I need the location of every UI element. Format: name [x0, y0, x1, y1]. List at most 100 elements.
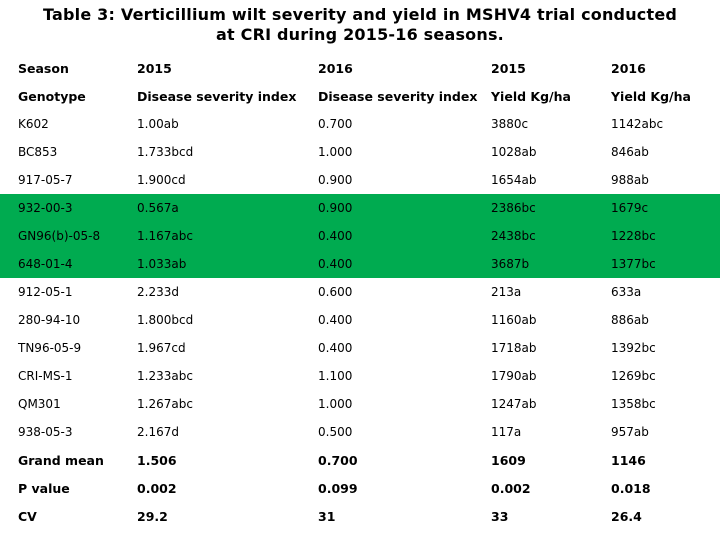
dsi-2016-cell: Disease severity index	[318, 88, 478, 104]
yield-2016-cell: 988ab	[611, 173, 649, 187]
table-row: 912-05-1 2.233d 0.600 213a 633a	[0, 278, 720, 306]
genotype-cell: 648-01-4	[0, 250, 137, 278]
yield-2015-cell: 2015	[491, 60, 526, 76]
yield-2016-cell: 1377bc	[611, 250, 720, 278]
dsi-2015-cell: 29.2	[137, 508, 168, 524]
dsi-2016-cell: 0.900	[318, 173, 353, 187]
dsi-2016-cell: 1.000	[318, 397, 353, 411]
yield-2016-cell: 957ab	[611, 425, 649, 439]
dsi-2015-cell: 0.002	[137, 480, 177, 496]
yield-2016-cell: 0.018	[611, 480, 651, 496]
dsi-2016-cell: 1.000	[318, 145, 353, 159]
dsi-2015-cell: 0.567a	[137, 194, 318, 222]
genotype-cell: CV	[18, 508, 37, 524]
dsi-2016-cell: 0.400	[318, 313, 353, 327]
yield-2015-cell: 1160ab	[491, 313, 537, 327]
dsi-2016-cell: 0.700	[318, 452, 358, 468]
dsi-2016-cell: 0.500	[318, 425, 353, 439]
dsi-2016-cell: 1.100	[318, 369, 353, 383]
genotype-cell: K602	[18, 117, 49, 131]
table-row-highlighted: 932-00-3 0.567a 0.900 2386bc 1679c	[0, 194, 720, 222]
genotype-cell: 917-05-7	[18, 173, 73, 187]
yield-2016-cell: 846ab	[611, 145, 649, 159]
dsi-2015-cell: 1.733bcd	[137, 145, 194, 159]
season-header-row: Season 2015 2016 2015 2016	[0, 54, 720, 82]
dsi-2015-cell: 1.167abc	[137, 222, 318, 250]
yield-2016-cell: 1146	[611, 452, 646, 468]
yield-2015-cell: 1028ab	[491, 145, 537, 159]
dsi-2015-cell: 1.800bcd	[137, 313, 194, 327]
genotype-cell: 912-05-1	[18, 285, 73, 299]
yield-2015-cell: 1609	[491, 452, 526, 468]
dsi-2015-cell: 2015	[137, 60, 172, 76]
table-row: 280-94-10 1.800bcd 0.400 1160ab 886ab	[0, 306, 720, 334]
yield-2016-cell: 1358bc	[611, 397, 656, 411]
table-row: 938-05-3 2.167d 0.500 117a 957ab	[0, 418, 720, 446]
yield-2016-cell: 1269bc	[611, 369, 656, 383]
table-row: K602 1.00ab 0.700 3880c 1142abc	[0, 110, 720, 138]
yield-2015-cell: 117a	[491, 425, 522, 439]
yield-2016-cell: Yield Kg/ha	[611, 88, 691, 104]
dsi-2016-cell: 0.400	[318, 222, 491, 250]
dsi-2015-cell: 2.233d	[137, 285, 179, 299]
yield-2016-cell: 886ab	[611, 313, 649, 327]
genotype-cell: CRI-MS-1	[18, 369, 73, 383]
yield-2015-cell: 1790ab	[491, 369, 537, 383]
genotype-cell: Grand mean	[18, 452, 104, 468]
yield-2015-cell: 1247ab	[491, 397, 537, 411]
table-row: 917-05-7 1.900cd 0.900 1654ab 988ab	[0, 166, 720, 194]
dsi-2016-cell: 31	[318, 508, 336, 524]
table-title: Table 3: Verticillium wilt severity and …	[0, 0, 720, 45]
genotype-cell: Season	[18, 60, 69, 76]
summary-row: P value 0.002 0.099 0.002 0.018	[0, 474, 720, 502]
dsi-2015-cell: 1.00ab	[137, 117, 179, 131]
table-row-highlighted: GN96(b)-05-8 1.167abc 0.400 2438bc 1228bc	[0, 222, 720, 250]
dsi-2016-cell: 0.700	[318, 117, 353, 131]
genotype-cell: P value	[18, 480, 70, 496]
table-title-line1: Table 3: Verticillium wilt severity and …	[42, 5, 678, 24]
verticillium-wilt-table: Season 2015 2016 2015 2016 Genotype Disease se…	[0, 54, 720, 530]
genotype-cell: Genotype	[18, 88, 86, 104]
dsi-2016-cell: 0.900	[318, 194, 491, 222]
genotype-cell: 938-05-3	[18, 425, 73, 439]
table-row: CRI-MS-1 1.233abc 1.100 1790ab 1269bc	[0, 362, 720, 390]
yield-2016-cell: 2016	[611, 60, 646, 76]
genotype-cell: 280-94-10	[18, 313, 81, 327]
yield-2015-cell: 3880c	[491, 117, 529, 131]
dsi-2015-cell: 1.267abc	[137, 397, 193, 411]
dsi-2016-cell: 0.099	[318, 480, 358, 496]
table-title-line2: at CRI during 2015-16 seasons.	[216, 25, 504, 44]
yield-2016-cell: 1228bc	[611, 222, 720, 250]
dsi-2015-cell: 1.900cd	[137, 173, 186, 187]
genotype-header-row: Genotype Disease severity index Disease se…	[0, 82, 720, 110]
yield-2015-cell: 0.002	[491, 480, 531, 496]
yield-2016-cell: 633a	[611, 285, 642, 299]
genotype-cell: BC853	[18, 145, 58, 159]
yield-2016-cell: 1392bc	[611, 341, 656, 355]
yield-2015-cell: 3687b	[491, 250, 611, 278]
yield-2015-cell: 2386bc	[491, 194, 611, 222]
genotype-cell: QM301	[18, 397, 61, 411]
dsi-2016-cell: 0.400	[318, 250, 491, 278]
dsi-2015-cell: 1.506	[137, 452, 177, 468]
table-row: BC853 1.733bcd 1.000 1028ab 846ab	[0, 138, 720, 166]
yield-2015-cell: 213a	[491, 285, 522, 299]
yield-2015-cell: 1718ab	[491, 341, 537, 355]
yield-2016-cell: 26.4	[611, 508, 642, 524]
yield-2015-cell: 2438bc	[491, 222, 611, 250]
dsi-2016-cell: 0.600	[318, 285, 353, 299]
summary-row: Grand mean 1.506 0.700 1609 1146	[0, 446, 720, 474]
summary-row: CV 29.2 31 33 26.4	[0, 502, 720, 530]
table-row: QM301 1.267abc 1.000 1247ab 1358bc	[0, 390, 720, 418]
dsi-2015-cell: Disease severity index	[137, 88, 297, 104]
yield-2015-cell: Yield Kg/ha	[491, 88, 571, 104]
genotype-cell: TN96-05-9	[18, 341, 82, 355]
yield-2015-cell: 1654ab	[491, 173, 537, 187]
yield-2016-cell: 1142abc	[611, 117, 664, 131]
dsi-2016-cell: 2016	[318, 60, 353, 76]
dsi-2015-cell: 1.033ab	[137, 250, 318, 278]
dsi-2015-cell: 1.233abc	[137, 369, 193, 383]
yield-2015-cell: 33	[491, 508, 509, 524]
table-row-highlighted: 648-01-4 1.033ab 0.400 3687b 1377bc	[0, 250, 720, 278]
